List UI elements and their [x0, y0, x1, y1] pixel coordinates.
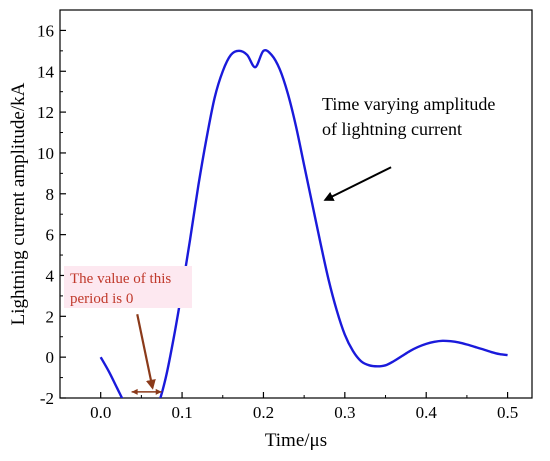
annotation-highlight [64, 266, 192, 308]
x-tick-label: 0.4 [416, 403, 438, 422]
x-tick-label: 0.5 [497, 403, 518, 422]
period-bracket-right-head [155, 388, 162, 395]
y-tick-label: 12 [37, 103, 54, 122]
plot-frame [59, 9, 533, 399]
y-axis: -2 0 2 4 6 8 10 12 14 16 [37, 21, 66, 408]
y-tick-label: 8 [46, 185, 55, 204]
y-tick-label: 10 [37, 144, 54, 163]
y-tick-label: 0 [46, 348, 55, 367]
y-axis-title: Lightning current amplitude/kA [8, 82, 29, 325]
y-tick-label: 4 [46, 266, 55, 285]
x-tick-label: 0.2 [253, 403, 274, 422]
annotations: Time varying amplitude of lightning curre… [64, 94, 495, 395]
y-tick-label: 2 [46, 307, 55, 326]
y-tick-label: 6 [46, 226, 55, 245]
x-tick-label: 0.1 [171, 403, 192, 422]
annotation-arrow [136, 314, 156, 390]
annotation-text: of lightning current [322, 119, 462, 139]
series-line [99, 48, 508, 398]
annotation-text: period is 0 [70, 291, 133, 307]
annotation-arrow [323, 166, 392, 201]
x-axis: 0.0 0.1 0.2 0.3 0.4 0.5 [90, 392, 518, 422]
y-tick-label: 16 [37, 21, 54, 40]
x-tick-label: 0.0 [90, 403, 111, 422]
period-bracket-left-head [131, 388, 138, 395]
annotation-text: Time varying amplitude [322, 94, 495, 114]
x-tick-label: 0.3 [334, 403, 355, 422]
y-tick-label: -2 [40, 389, 54, 408]
annotation-text: The value of this [70, 271, 171, 287]
y-tick-label: 14 [37, 62, 55, 81]
x-axis-title: Time/μs [265, 430, 327, 451]
